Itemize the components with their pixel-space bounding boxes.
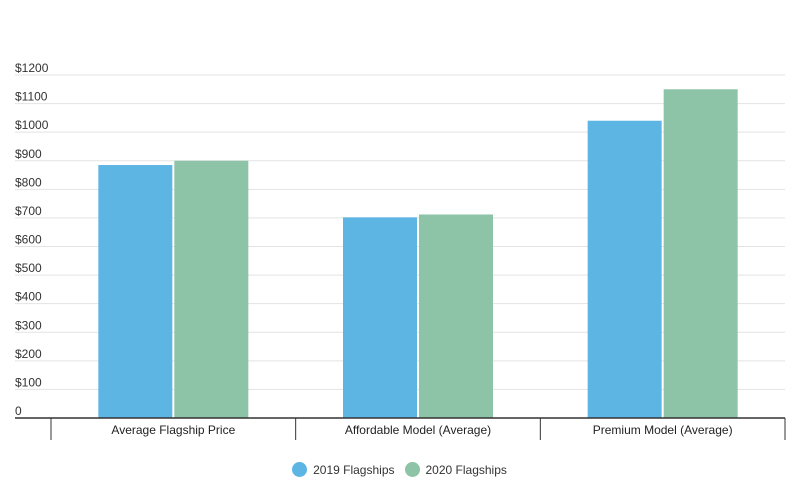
legend-swatch bbox=[292, 462, 308, 477]
y-tick-label: $700 bbox=[15, 204, 42, 218]
y-tick-label: $1200 bbox=[15, 61, 49, 75]
legend-item[interactable]: 2020 Flagships bbox=[404, 462, 507, 477]
legend-item[interactable]: 2019 Flagships bbox=[292, 462, 395, 477]
bar bbox=[343, 217, 417, 418]
legend: 2019 Flagships 2020 Flagships bbox=[0, 462, 799, 477]
x-category-label: Premium Model (Average) bbox=[593, 423, 733, 437]
y-tick-label: 0 bbox=[15, 404, 22, 418]
y-tick-label: $1100 bbox=[15, 90, 48, 104]
y-tick-label: $1000 bbox=[15, 118, 49, 132]
legend-swatch bbox=[404, 462, 420, 477]
bar bbox=[174, 160, 249, 418]
bar bbox=[663, 89, 738, 419]
x-axis bbox=[15, 417, 786, 440]
x-category-label: Affordable Model (Average) bbox=[345, 423, 491, 437]
legend-label: 2020 Flagships bbox=[425, 462, 507, 477]
y-tick-label: $200 bbox=[15, 347, 42, 361]
y-tick-label: $400 bbox=[15, 290, 42, 304]
y-tick-label: $600 bbox=[15, 233, 42, 247]
y-tick-label: $100 bbox=[15, 375, 42, 389]
y-tick-label: $900 bbox=[15, 147, 42, 161]
bar bbox=[587, 120, 662, 418]
y-axis-tick-labels: 0 $100 $200 $300 $400 $500 $600 $700 $800 $900 $10… bbox=[15, 61, 49, 418]
x-category-label: Average Flagship Price bbox=[111, 423, 235, 437]
y-tick-label: $800 bbox=[15, 175, 42, 189]
bars bbox=[98, 89, 738, 419]
bar bbox=[419, 214, 493, 418]
y-tick-label: $500 bbox=[15, 261, 42, 275]
legend-label: 2019 Flagships bbox=[313, 462, 395, 477]
bar bbox=[98, 165, 173, 418]
y-tick-label: $300 bbox=[15, 318, 42, 332]
x-axis-category-labels: Average Flagship Price Affordable Model (… bbox=[111, 423, 732, 437]
